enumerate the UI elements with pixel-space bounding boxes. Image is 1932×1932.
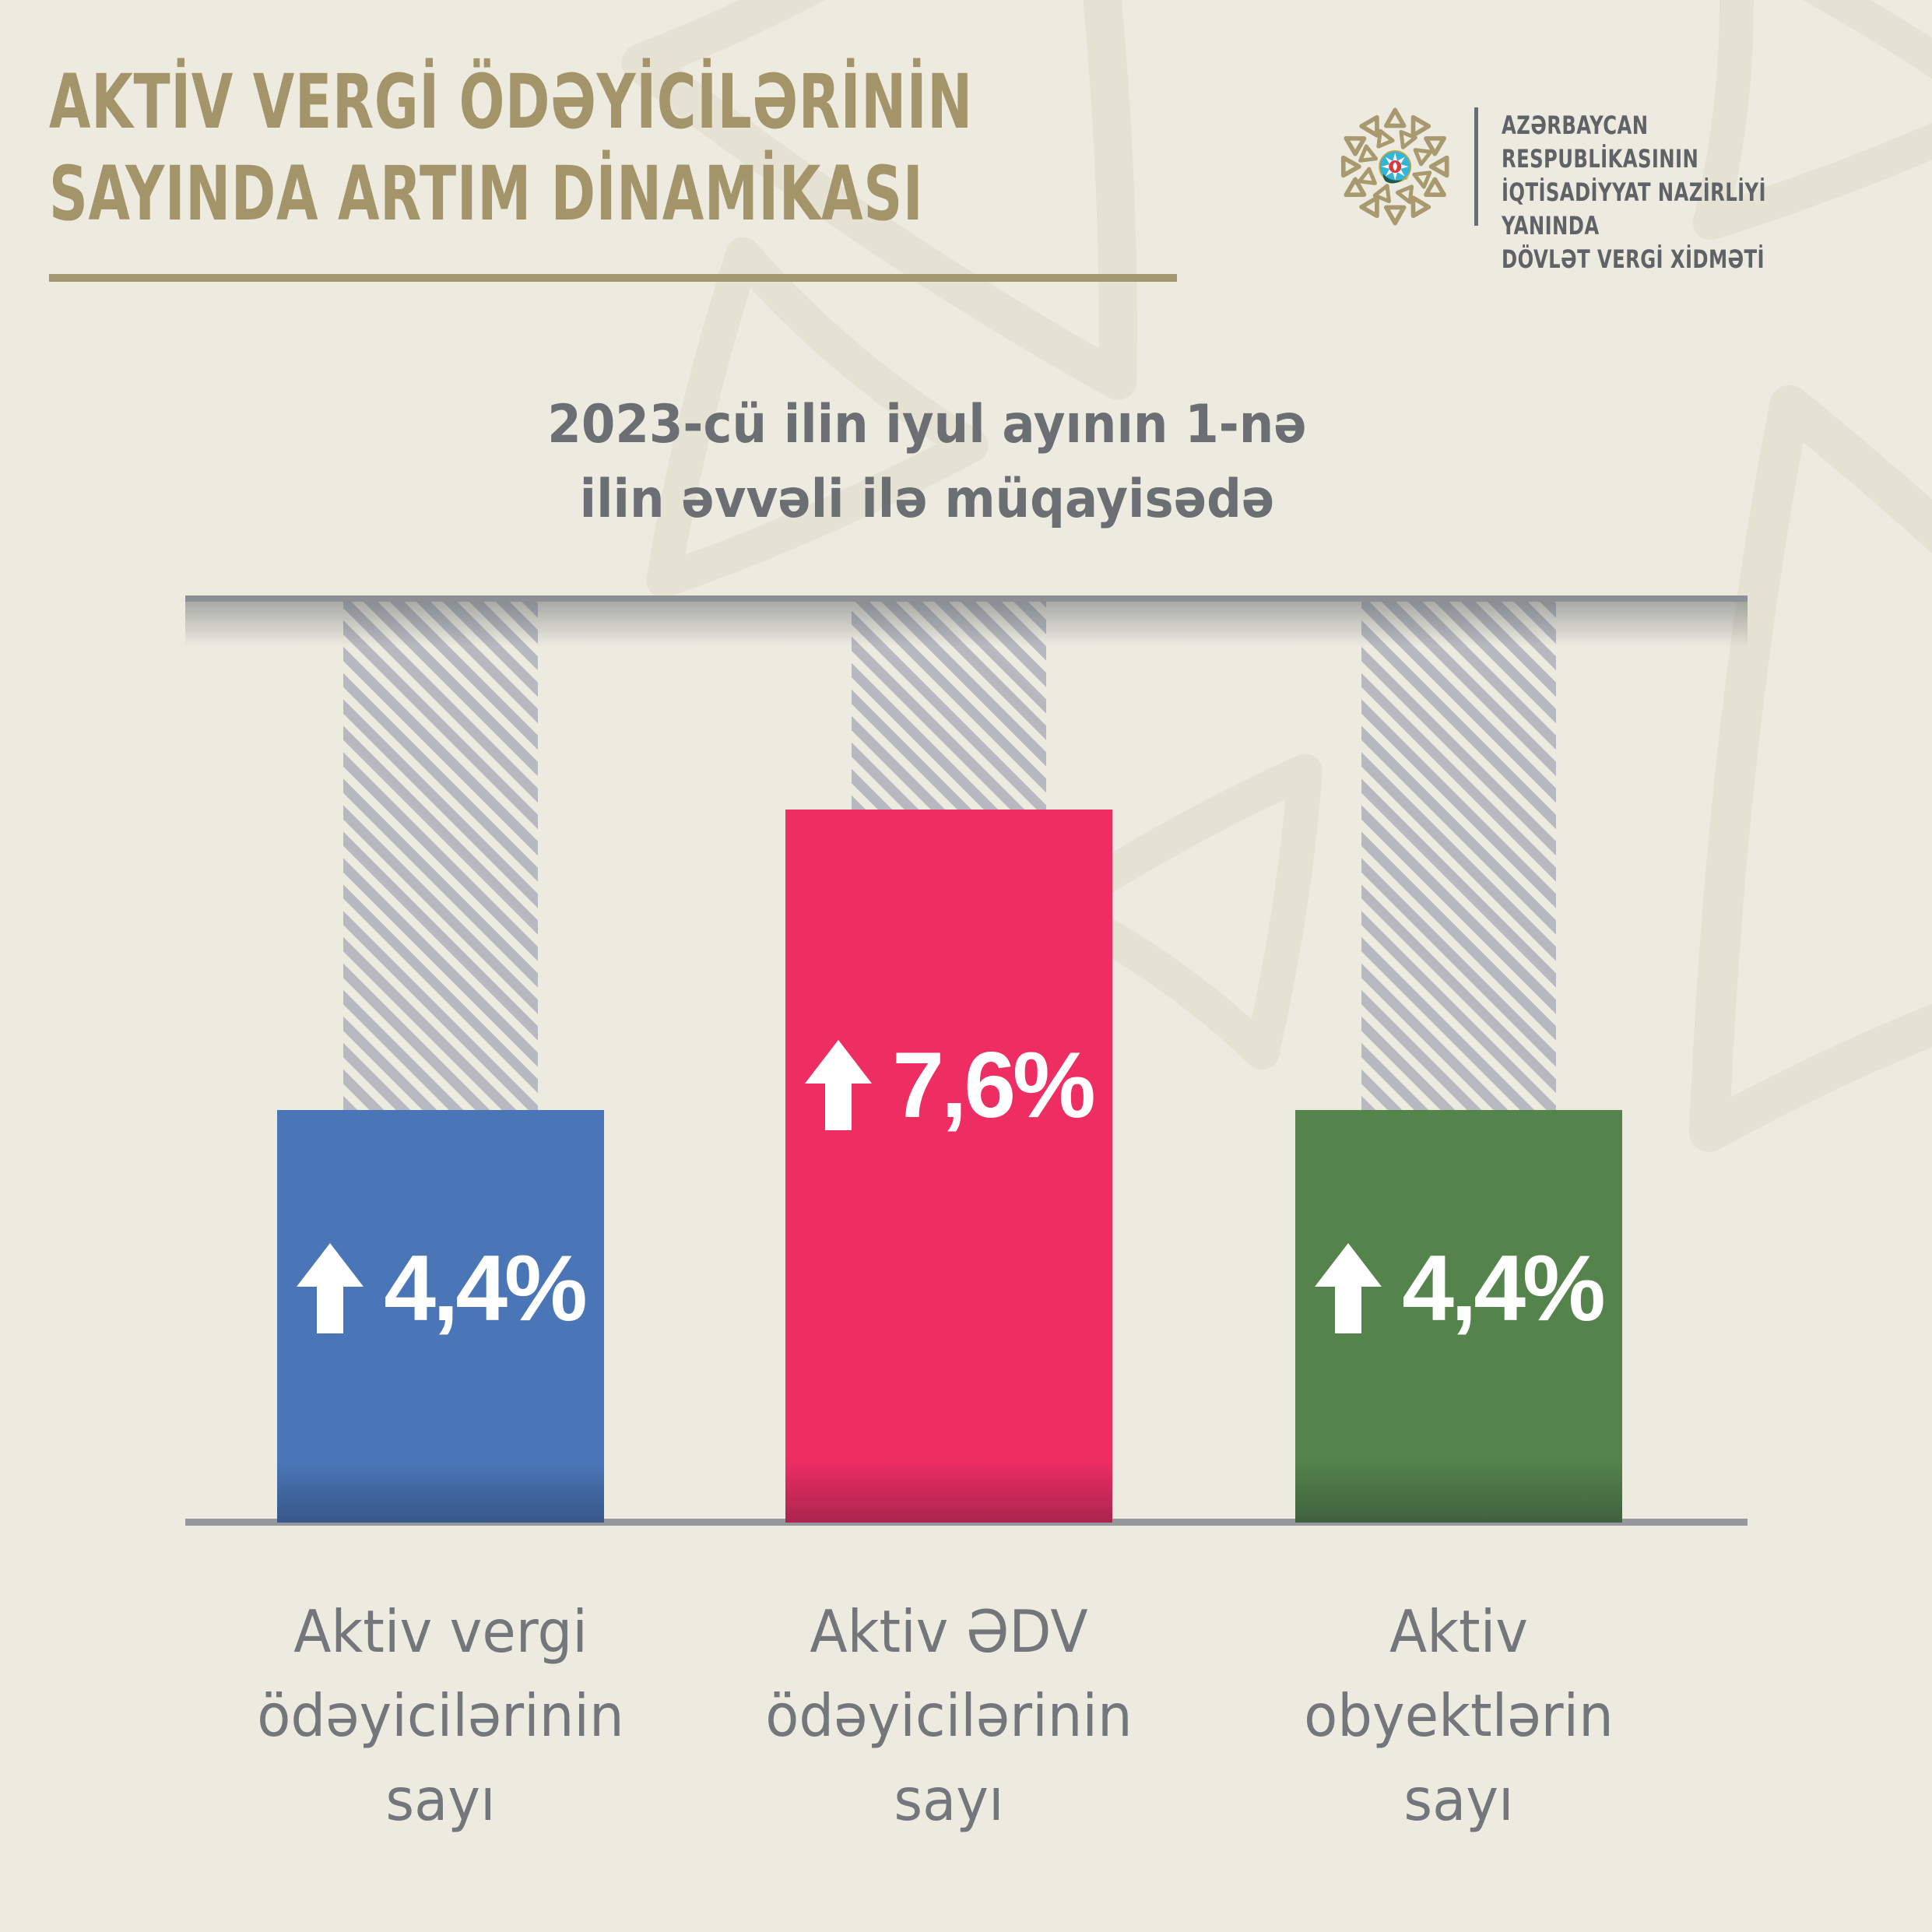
bar-value-row: 4,4%: [1315, 1235, 1606, 1398]
agency-name: AZƏRBAYCAN RESPUBLİKASININ İQTİSADİYYAT …: [1501, 111, 1766, 274]
arrow-up-icon: [1315, 1243, 1382, 1333]
bar-value-label: 4,4%: [1402, 1236, 1606, 1340]
arrow-up-icon: [805, 1040, 873, 1130]
bar-value-row: 4,4%: [297, 1235, 588, 1398]
category-label: Aktiv obyektlərin sayı: [1304, 1597, 1614, 1834]
bar-column-aktiv-obyekt: 4,4%: [1295, 602, 1622, 1523]
bar-value-row: 7,6%: [805, 1031, 1096, 1301]
hatch-column: [1361, 602, 1556, 1110]
title-divider-line: [49, 274, 1177, 282]
bar: 4,4%: [277, 1110, 604, 1523]
state-tax-service-logo-icon: [1336, 100, 1454, 234]
hatch-column: [343, 602, 538, 1110]
bar: 4,4%: [1295, 1110, 1622, 1523]
brand-separator-line: [1474, 107, 1478, 226]
chart-subtitle: 2023-cü ilin iyul ayının 1-nə ilin əvvəl…: [547, 394, 1307, 530]
page-title: AKTİV VERGİ ÖDƏYİCİLƏRİNİN SAYINDA ARTIM…: [49, 58, 973, 237]
bar-column-aktiv-edv: 7,6%: [785, 602, 1112, 1523]
bar-value-label: 7,6%: [892, 1033, 1096, 1137]
category-label: Aktiv vergi ödəyicilərinin sayı: [257, 1597, 624, 1834]
arrow-up-icon: [297, 1243, 364, 1333]
bar-column-aktiv-vergi: 4,4%: [277, 602, 604, 1523]
category-label: Aktiv ƏDV ödəyicilərinin sayı: [765, 1597, 1133, 1834]
bar: 7,6%: [785, 810, 1112, 1523]
chart-top-axis-line: [185, 595, 1748, 602]
bar-value-label: 4,4%: [384, 1236, 588, 1340]
agency-brand-block: AZƏRBAYCAN RESPUBLİKASININ İQTİSADİYYAT …: [1336, 100, 1932, 276]
hatch-column: [852, 602, 1046, 810]
